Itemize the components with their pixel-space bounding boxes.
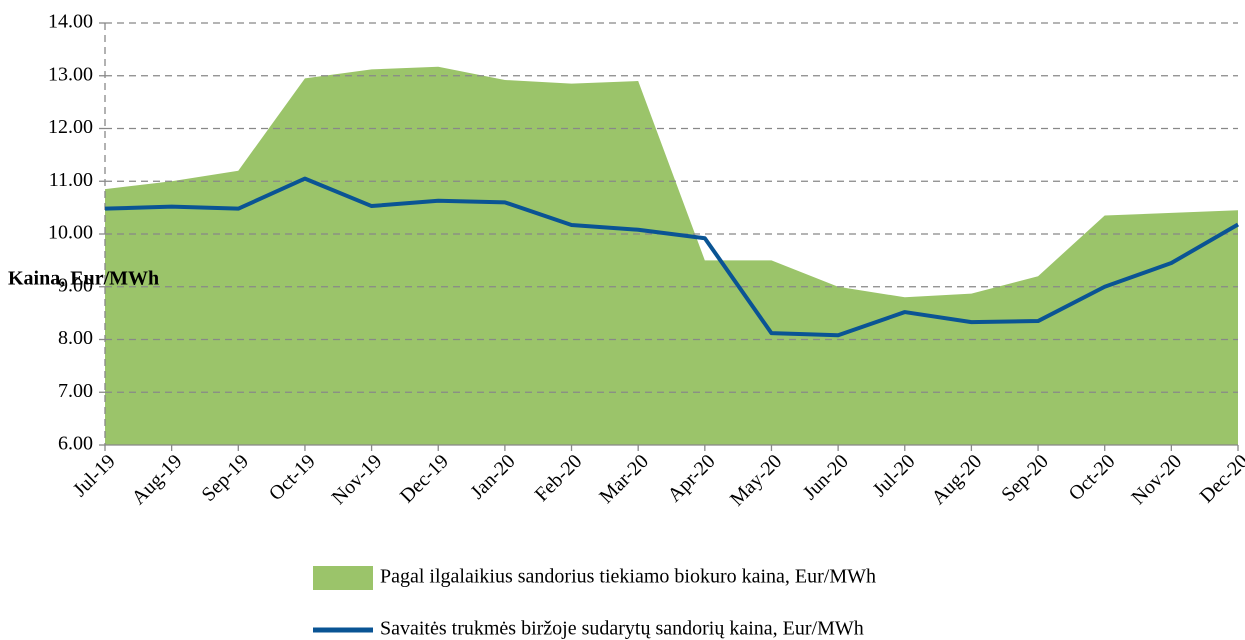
x-tick-label: Jul-20 [869,450,920,501]
legend-swatch [313,566,373,590]
x-tick-label: Apr-20 [663,450,719,506]
x-tick-label: Sep-20 [997,450,1053,506]
legend-label: Savaitės trukmės biržoje sudarytų sandor… [380,618,864,640]
x-tick-label: Oct-19 [265,450,320,505]
x-tick-label: Feb-20 [531,450,587,506]
y-tick-label: 7.00 [58,380,93,402]
x-tick-label: Jun-20 [799,450,853,504]
area [105,66,1238,445]
x-tick-label: Aug-20 [927,450,986,509]
x-tick-label: Sep-19 [197,450,253,506]
y-tick-label: 13.00 [48,63,93,85]
x-tick-label: Mar-20 [595,450,653,508]
x-tick-label: Dec-20 [1196,450,1245,507]
y-tick-label: 9.00 [58,274,93,296]
y-tick-label: 11.00 [49,169,93,191]
x-tick-label: May-20 [726,450,786,510]
y-axis-label: Kaina, Eur/MWh [8,268,159,290]
y-tick-label: 10.00 [48,222,93,244]
x-tick-label: Nov-19 [328,450,387,509]
y-tick-label: 12.00 [48,116,93,138]
y-tick-label: 6.00 [58,433,93,455]
y-tick-label: 8.00 [58,327,93,349]
x-tick-label: Jul-19 [69,450,120,501]
x-tick-label: Oct-20 [1065,450,1120,505]
line [104,176,1240,338]
x-tick-label: Nov-20 [1127,450,1186,509]
y-tick-label: 14.00 [48,11,93,33]
x-tick-label: Dec-19 [396,450,453,507]
x-tick-label: Aug-19 [128,450,187,509]
x-tick-label: Jan-20 [466,450,519,503]
legend-label: Pagal ilgalaikius sandorius tiekiamo bio… [380,566,876,588]
